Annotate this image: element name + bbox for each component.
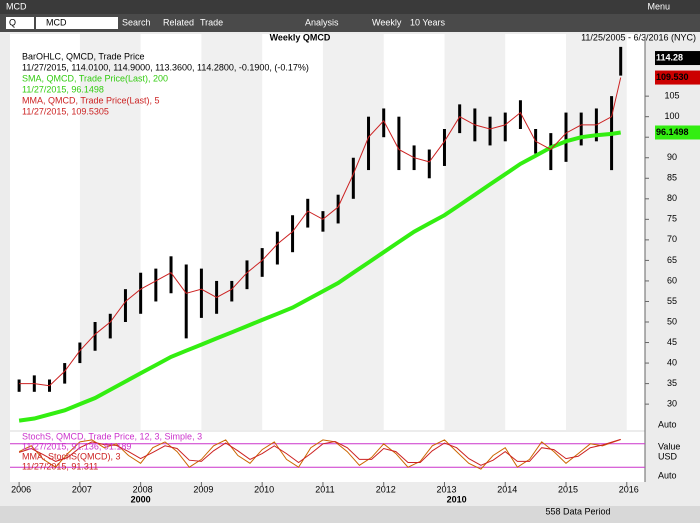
y-tick-label: 70	[667, 234, 677, 244]
legend-text: MMA, QMCD, Trade Price(Last), 5	[22, 95, 160, 105]
symbol-type: Q	[9, 17, 16, 27]
price-tag-label: 114.28	[656, 52, 683, 62]
axis-label: USD	[658, 451, 678, 461]
y-tick-label: 85	[667, 173, 677, 183]
price-tag-label: 96.1498	[656, 127, 689, 137]
legend-text: 11/27/2015, 109.5305	[22, 106, 109, 116]
x-tick-label: 2008	[133, 484, 153, 494]
scale-mode: Auto	[658, 419, 677, 429]
x-tick-label: 2011	[315, 484, 334, 494]
y-tick-label: 55	[667, 296, 677, 306]
y-tick-label: 35	[667, 378, 677, 388]
indicator-line	[18, 130, 622, 423]
symbol-type-box[interactable]	[6, 17, 34, 29]
stoch-legend: 11/27/2015, 91.136, 91.189	[22, 441, 131, 451]
price-tag	[655, 125, 700, 140]
y-tick-label: 40	[667, 357, 677, 367]
y-tick-label: 75	[667, 214, 677, 224]
scale-mode: Auto	[658, 470, 677, 480]
y-tick-label: 80	[667, 193, 677, 203]
y-tick-label: 100	[664, 111, 679, 121]
legend-text: 11/27/2015, 96.1498	[22, 84, 104, 94]
year-band	[566, 34, 627, 430]
legend-text: BarOHLC, QMCD, Trade Price	[22, 51, 145, 61]
stoch-line	[18, 438, 621, 466]
x-tick-label: 2013	[436, 484, 456, 494]
indicator-line	[19, 77, 622, 387]
date-range: 11/25/2005 - 6/3/2016 (NYC)	[581, 32, 696, 42]
status: 558 Data Period	[545, 506, 610, 516]
y-tick-label: 65	[667, 255, 677, 265]
toolbar-item[interactable]: Analysis	[305, 17, 339, 27]
axis-label: Value	[658, 441, 680, 451]
x-tick-label: 2016	[619, 484, 639, 494]
x-tick-label: 2010	[254, 484, 274, 494]
legend-text: SMA, QMCD, Trade Price(Last), 200	[22, 73, 168, 83]
stoch-legend: StochS, QMCD, Trade Price, 12, 3, Simple…	[22, 431, 202, 441]
x-tick-label: 2007	[72, 484, 92, 494]
stoch-line	[18, 439, 621, 470]
y-tick-label: 60	[667, 275, 677, 285]
decade-label: 2010	[447, 494, 467, 504]
toolbar-item[interactable]: Weekly	[372, 17, 402, 27]
price-tag	[655, 51, 700, 66]
x-tick-label: 2006	[11, 484, 31, 494]
stoch-legend: MMA, StochS(QMCD), 3	[22, 451, 121, 461]
status-bar	[0, 506, 700, 523]
chart-title: Weekly QMCD	[270, 32, 331, 42]
y-tick-label: 105	[664, 91, 679, 101]
x-tick-label: 2015	[558, 484, 578, 494]
window-title: MCD	[6, 1, 27, 11]
price-tag-label: 109.530	[656, 72, 689, 82]
x-tick-label: 2009	[193, 484, 213, 494]
year-band	[322, 34, 384, 430]
title-bar	[0, 0, 700, 14]
y-tick-label: 45	[667, 337, 677, 347]
toolbar	[0, 14, 700, 32]
year-band	[444, 34, 506, 430]
menu[interactable]: Menu	[647, 1, 670, 11]
price-tag	[655, 70, 700, 85]
toolbar-item[interactable]: Search	[122, 17, 151, 27]
symbol-box[interactable]	[36, 17, 118, 29]
y-tick-label: 50	[667, 316, 677, 326]
toolbar-item[interactable]: Trade	[200, 17, 223, 27]
year-band	[201, 34, 263, 430]
decade-label: 2000	[131, 494, 151, 504]
y-tick-label: 30	[667, 399, 677, 409]
y-tick-label: 90	[667, 152, 677, 162]
x-tick-label: 2014	[497, 484, 517, 494]
year-band	[79, 34, 141, 430]
symbol: MCD	[46, 17, 67, 27]
toolbar-item[interactable]: Related	[163, 17, 194, 27]
legend-text: 11/27/2015, 114.0100, 114.9000, 113.3600…	[22, 62, 309, 72]
stoch-legend: 11/27/2015, 91.311	[22, 461, 98, 471]
toolbar-item[interactable]: 10 Years	[410, 17, 446, 27]
x-tick-label: 2012	[376, 484, 396, 494]
